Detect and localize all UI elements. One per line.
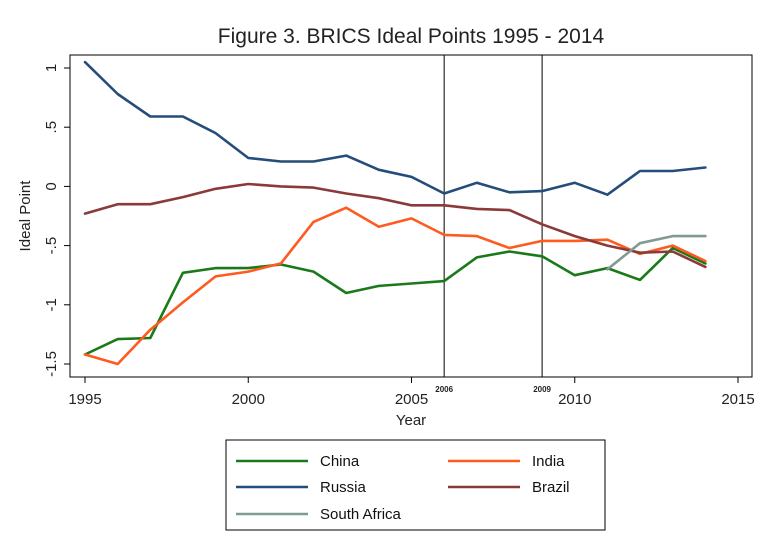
x-tick-label: 2005 [395,391,428,408]
x-axis-title: Year [396,412,426,429]
y-tick-label: -1.5 [43,351,60,377]
y-tick-label: -.5 [43,237,60,255]
x-tick-label: 2000 [232,391,265,408]
reference-line-label-2006: 2006 [435,385,453,394]
y-tick-label: -1 [43,298,60,311]
legend-label-india: India [532,453,565,470]
legend-label-china: China [320,453,360,470]
legend-label-south-africa: South Africa [320,506,402,523]
series-line-china [83,246,707,356]
series-line-india [83,206,707,366]
x-tick-label: 2015 [721,391,754,408]
legend-label-brazil: Brazil [532,479,570,496]
chart-title: Figure 3. BRICS Ideal Points 1995 - 2014 [218,25,605,48]
series-line-brazil [83,182,707,269]
x-tick-label: 1995 [68,391,101,408]
reference-line-label-2009: 2009 [533,385,551,394]
y-tick-label: .5 [43,121,60,134]
series-line-russia [83,60,707,196]
series-line-south-africa [606,234,707,271]
y-axis-title: Ideal Point [17,180,34,252]
plot-area [69,54,753,378]
legend: China India Russia Brazil South Africa [225,439,606,531]
x-tick-label: 2010 [558,391,591,408]
y-tick-label: 1 [43,64,60,72]
y-tick-label: 0 [43,182,60,190]
legend-label-russia: Russia [320,479,367,496]
